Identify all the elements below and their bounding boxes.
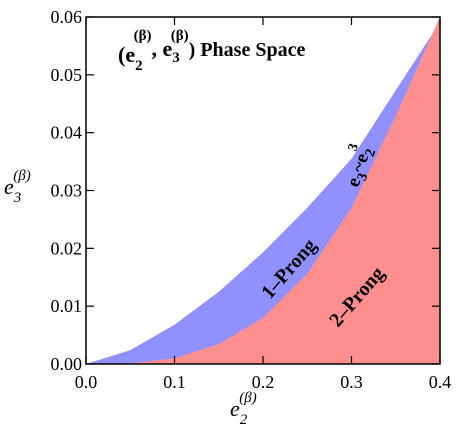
x-tick-label: 0.1 — [163, 372, 186, 392]
x-tick-label: 0.4 — [429, 372, 452, 392]
y-tick-label: 0.06 — [51, 7, 83, 27]
x-tick-label: 0.3 — [340, 372, 363, 392]
y-tick-label: 0.02 — [51, 238, 83, 258]
y-tick-label: 0.01 — [51, 296, 83, 316]
x-axis-label: e2(β) — [230, 390, 257, 428]
x-tick-label: 0.0 — [75, 372, 98, 392]
y-tick-label: 0.00 — [51, 354, 83, 374]
two-prong-region — [86, 17, 440, 364]
y-tick-label: 0.04 — [51, 123, 83, 143]
x-tick-label: 0.2 — [252, 372, 275, 392]
y-tick-label: 0.05 — [51, 65, 83, 85]
y-axis-label: e3(β) — [4, 168, 31, 206]
y-axis-ticks: 0.00 0.01 0.02 0.03 0.04 0.05 0.06 — [51, 7, 440, 374]
y-tick-label: 0.03 — [51, 181, 83, 201]
chart-title: (e2(β), e3(β)) Phase Space — [118, 28, 305, 74]
boundary-curve-label: e3~e23 — [335, 142, 379, 191]
x-axis-ticks: 0.0 0.1 0.2 0.3 0.4 — [75, 17, 452, 392]
